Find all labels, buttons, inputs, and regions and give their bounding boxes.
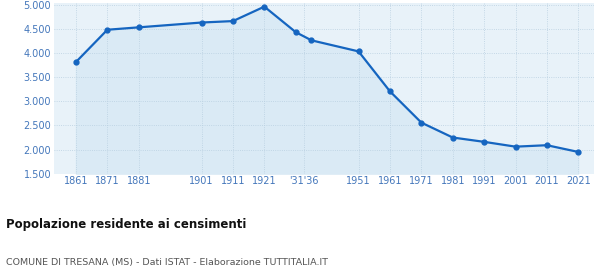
Text: Popolazione residente ai censimenti: Popolazione residente ai censimenti <box>6 218 247 231</box>
Text: COMUNE DI TRESANA (MS) - Dati ISTAT - Elaborazione TUTTITALIA.IT: COMUNE DI TRESANA (MS) - Dati ISTAT - El… <box>6 258 328 267</box>
